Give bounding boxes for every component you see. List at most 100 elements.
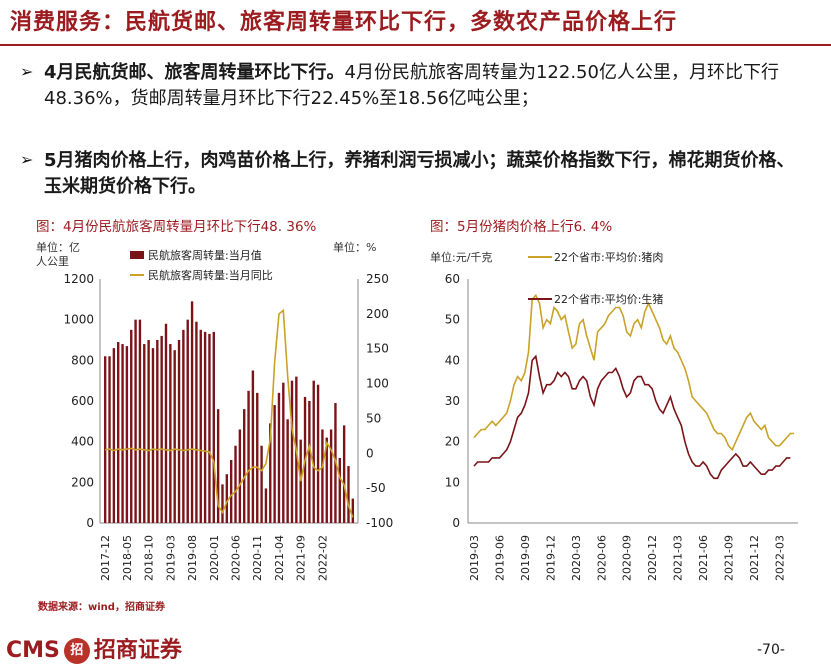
chart1-bar-50	[321, 429, 324, 523]
chart1-bar-48	[312, 380, 315, 523]
chart1-bar-5	[125, 346, 129, 523]
page-number: -70-	[757, 642, 785, 658]
chart2-y-tick-0: 0	[452, 516, 460, 530]
chart1-bar-41	[282, 382, 285, 523]
chart1-bar-0	[103, 356, 107, 523]
chart1-line-yoy	[105, 308, 354, 518]
chart1-left-tick-3: 600	[71, 394, 94, 408]
chart1-x-tick-4: 2019-08	[186, 535, 199, 581]
chart1-x-tick-3: 2019-03	[164, 535, 177, 581]
chart1-title: 图：4月份民航旅客周转量月环比下行48. 36%	[36, 219, 317, 235]
chart1-bar-26	[216, 409, 220, 523]
chart1-bar-57	[351, 498, 355, 523]
chart1-x-tick-10: 2022-02	[316, 535, 329, 581]
bullet-marker-2: ➢	[20, 150, 34, 169]
chart1-bar-49	[316, 384, 320, 523]
chart2-legend-label-hog: 22个省市:平均价:生猪	[554, 292, 663, 306]
logo-cn: 招商证券	[93, 638, 182, 663]
chart1-bar-20	[190, 301, 194, 523]
chart1-legend-swatch-bar	[130, 251, 144, 259]
chart2-y-unit: 单位:元/千克	[430, 250, 492, 264]
chart1-bar-29	[229, 459, 233, 523]
chart1-bar-30	[234, 445, 237, 523]
chart-pork-price: 图：5月份猪肉价格上行6. 4% 0 10 20 30 40 50 60 单位:元/千克 22个…	[424, 213, 802, 595]
chart1-bar-55	[342, 425, 346, 523]
chart1-bar-9	[143, 344, 146, 523]
chart1-bar-10	[147, 340, 150, 523]
chart2-y-tick-6: 60	[445, 272, 460, 286]
chart1-svg: 0 200 400 600 800 1000 1200 -100 -50 0 50 100 150 200…	[36, 240, 393, 581]
chart1-bar-22	[199, 329, 202, 523]
chart1-bar-21	[195, 321, 198, 523]
chart1-bar-52	[329, 429, 333, 523]
chart1-x-tick-2: 2018-10	[143, 535, 156, 581]
chart1-bar-40	[277, 392, 281, 523]
bullet-1: 4月民航货邮、旅客周转量环比下行。4月份民航旅客周转量为122.50亿人公里，月…	[44, 60, 804, 112]
bullet-1-body: 4月份民航旅客周转量为122.50亿人公里，月环比下行48.36%，货邮周转量月…	[44, 62, 779, 109]
logo-badge: 招	[63, 638, 90, 664]
chart1-right-tick-6: 200	[366, 307, 389, 321]
chart1-right-tick-2: 0	[366, 446, 374, 460]
chart1-right-unit: 单位：%	[333, 240, 376, 254]
bullet-2: 5月猪肉价格上行，肉鸡苗价格上行，养猪利润亏损减小；蔬菜价格指数下行，棉花期货价…	[44, 148, 804, 200]
chart1-bar-11	[151, 348, 155, 523]
chart1-left-tick-0: 0	[86, 516, 94, 530]
chart2-x-tick-7: 2020-12	[646, 535, 659, 581]
chart2-x-tick-3: 2019-12	[544, 535, 557, 581]
chart1-x-tick-0: 2017-12	[99, 535, 112, 581]
chart1-left-tick-1: 200	[71, 475, 94, 489]
chart1-bar-51	[325, 437, 328, 523]
chart1-bar-37	[264, 488, 268, 523]
chart2-line-pork	[473, 293, 794, 452]
chart1-bar-54	[338, 457, 341, 523]
chart1-left-unit-2: 人公里	[36, 255, 69, 268]
chart2-title: 图：5月份猪肉价格上行6. 4%	[430, 219, 613, 235]
chart1-x-tick-7: 2020-11	[251, 535, 264, 581]
chart1-right-tick-0: -100	[366, 516, 393, 530]
chart2-svg: 0 10 20 30 40 50 60 单位:元/千克 22个省市:平均价:猪肉 22个省市:平均…	[430, 250, 798, 581]
title-divider	[0, 44, 831, 46]
chart2-x-tick-1: 2019-06	[493, 535, 506, 581]
chart1-bar-15	[169, 344, 172, 523]
chart1-bar-12	[156, 340, 159, 523]
chart2-legend-label-pork: 22个省市:平均价:猪肉	[554, 250, 663, 264]
data-source: 数据来源：wind，招商证券	[38, 602, 165, 613]
chart2-x-tick-12: 2022-03	[773, 535, 786, 581]
bullet-1-lead: 4月民航货邮、旅客周转量环比下行。	[44, 62, 345, 83]
chart1-bar-2	[112, 348, 116, 523]
chart1-bar-18	[182, 329, 185, 523]
chart2-x-tick-9: 2021-06	[697, 535, 710, 581]
chart2-x-tick-5: 2020-06	[595, 535, 608, 581]
chart1-x-tick-5: 2020-01	[208, 535, 221, 581]
chart1-legend-label-bar: 民航旅客周转量:当月值	[148, 248, 262, 262]
chart1-bar-27	[221, 484, 224, 523]
chart1-x-tick-1: 2018-05	[121, 535, 134, 581]
chart1-bar-16	[173, 350, 176, 523]
chart1-x-tick-9: 2021-09	[295, 535, 308, 581]
chart1-bar-32	[243, 409, 246, 523]
chart1-bar-3	[117, 342, 120, 523]
chart1-bar-35	[256, 392, 259, 523]
chart1-bar-47	[308, 401, 311, 523]
bullet-2-lead: 5月猪肉价格上行，肉鸡苗价格上行，养猪利润亏损减小；蔬菜价格指数下行，棉花期货价…	[44, 150, 795, 197]
chart1-bar-8	[138, 319, 142, 523]
chart1-right-tick-7: 250	[366, 272, 389, 286]
chart1-x-tick-6: 2020-06	[230, 535, 243, 581]
chart1-bar-31	[238, 429, 242, 523]
chart2-y-tick-5: 50	[445, 313, 460, 327]
chart1-bar-19	[186, 319, 189, 523]
chart1-left-tick-6: 1200	[63, 272, 94, 286]
chart2-x-tick-8: 2021-03	[672, 535, 685, 581]
logo-text: CMS	[6, 638, 60, 663]
chart1-right-tick-1: -50	[366, 481, 386, 495]
chart1-left-tick-5: 1000	[63, 313, 94, 327]
chart1-bar-28	[225, 474, 229, 523]
chart1-bar-13	[160, 335, 163, 523]
chart2-y-tick-4: 40	[445, 353, 460, 367]
chart1-x-tick-8: 2021-04	[273, 535, 286, 581]
chart2-y-tick-1: 10	[445, 475, 460, 489]
chart1-bar-23	[203, 331, 207, 523]
chart2-y-tick-2: 20	[445, 435, 460, 449]
chart1-bar-33	[247, 390, 250, 523]
chart2-x-tick-4: 2020-03	[570, 535, 583, 581]
